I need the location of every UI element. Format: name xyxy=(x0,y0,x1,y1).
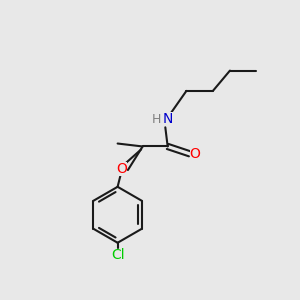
Text: N: N xyxy=(163,112,173,126)
Text: Cl: Cl xyxy=(111,248,124,262)
Text: O: O xyxy=(190,147,200,161)
Text: H: H xyxy=(152,112,161,126)
Text: O: O xyxy=(117,161,128,176)
